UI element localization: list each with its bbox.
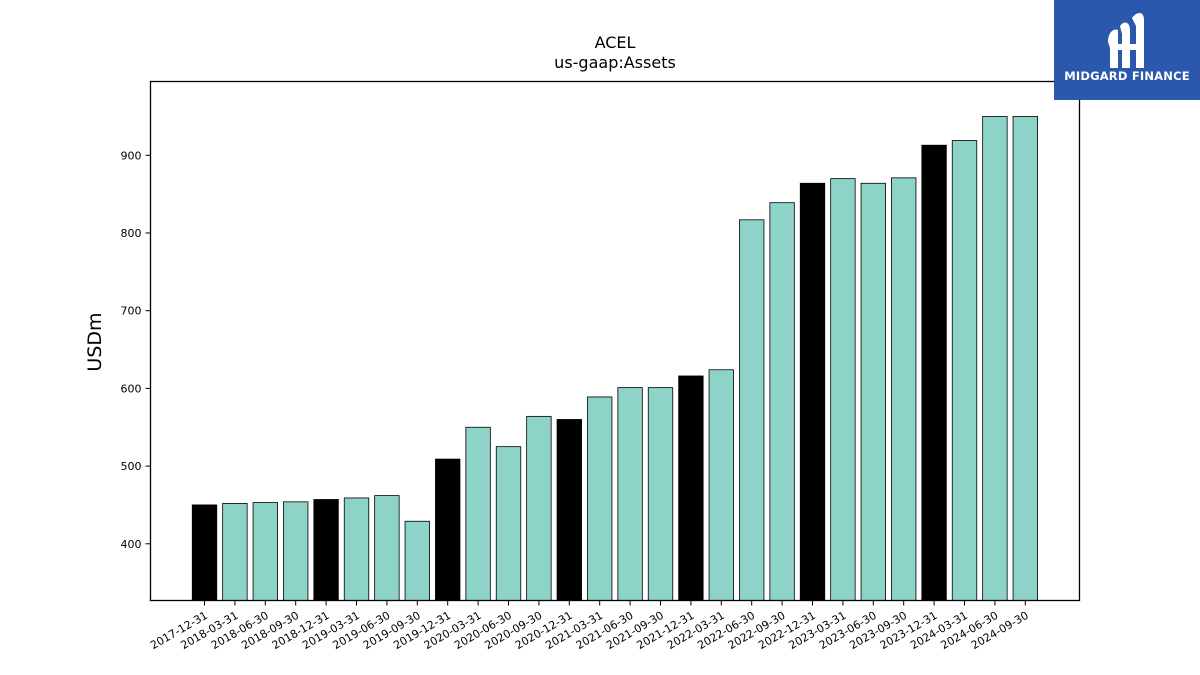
y-axis-label: USDm	[84, 312, 106, 371]
bar-2024-03-31	[951, 140, 978, 601]
bar-2018-09-30	[283, 501, 309, 601]
bar-2019-03-31	[343, 497, 370, 601]
logo-text: MIDGARD FINANCE	[1064, 69, 1190, 83]
y-tick-label: 500	[121, 460, 142, 473]
bar-2019-06-30	[374, 495, 400, 601]
y-tick-label: 700	[121, 305, 142, 318]
logo-mark-icon	[1108, 13, 1144, 68]
bar-2023-03-31	[830, 178, 856, 601]
bar-2018-06-30	[252, 502, 278, 601]
bar-2018-12-31	[313, 499, 339, 601]
y-tick-label: 900	[121, 149, 142, 162]
chart-title: ACEL	[595, 33, 636, 52]
bar-2018-03-31	[222, 502, 248, 601]
bar-2024-06-30	[982, 116, 1008, 601]
midgard-finance-logo: MIDGARD FINANCE	[1054, 0, 1200, 100]
bars-group	[191, 116, 1038, 601]
bar-2020-06-30	[495, 446, 522, 601]
bar-2024-09-30	[1012, 116, 1038, 601]
bar-2021-03-31	[587, 396, 613, 601]
y-axis-ticks: 400 500 600 700 800 900	[121, 149, 151, 551]
bar-2022-09-30	[769, 202, 795, 601]
bar-2020-09-30	[526, 415, 552, 601]
bar-2020-12-31	[556, 419, 582, 601]
y-tick-label: 600	[121, 382, 142, 395]
plot-frame	[149, 80, 1081, 602]
bar-2021-09-30	[647, 387, 674, 601]
bar-2022-03-31	[708, 369, 734, 601]
bar-2021-06-30	[617, 387, 643, 601]
bar-2017-12-31	[191, 504, 218, 601]
bar-2021-12-31	[678, 375, 704, 601]
x-axis-ticks: 2017-12-312018-03-312018-06-302018-09-30…	[148, 600, 1031, 652]
y-tick-label: 400	[121, 538, 142, 551]
y-tick-label: 800	[121, 227, 142, 240]
bar-2022-06-30	[739, 219, 765, 601]
bar-2019-09-30	[404, 520, 430, 601]
bar-2019-12-31	[435, 458, 461, 601]
bar-2023-06-30	[860, 182, 886, 601]
bar-2020-03-31	[465, 426, 491, 601]
bar-2023-12-31	[921, 144, 947, 601]
bar-2022-12-31	[799, 182, 826, 601]
chart-subtitle: us-gaap:Assets	[554, 53, 676, 72]
bar-2023-09-30	[891, 177, 917, 601]
